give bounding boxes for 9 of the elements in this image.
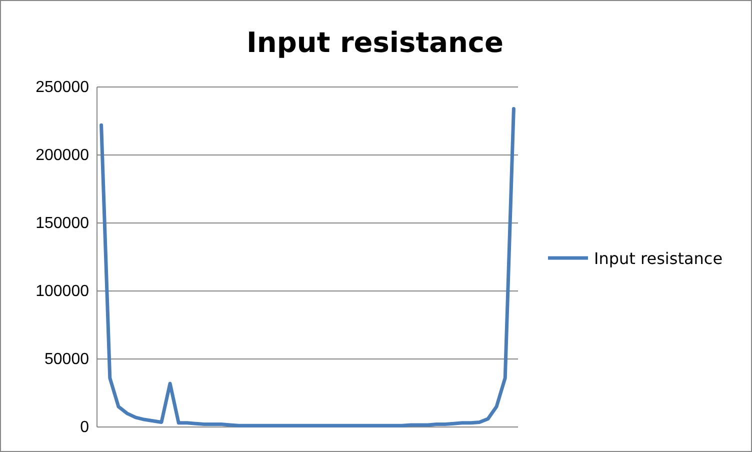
chart-title: Input resistance — [246, 26, 504, 59]
y-tick-label: 100000 — [36, 283, 90, 300]
y-tick-label: 250000 — [36, 79, 90, 96]
legend-label: Input resistance — [594, 249, 723, 268]
y-tick-label: 0 — [80, 419, 90, 436]
y-tick-label: 50000 — [44, 351, 90, 368]
line-series — [100, 107, 516, 428]
y-tick-label: 200000 — [36, 147, 90, 164]
y-tick-label: 150000 — [36, 215, 90, 232]
